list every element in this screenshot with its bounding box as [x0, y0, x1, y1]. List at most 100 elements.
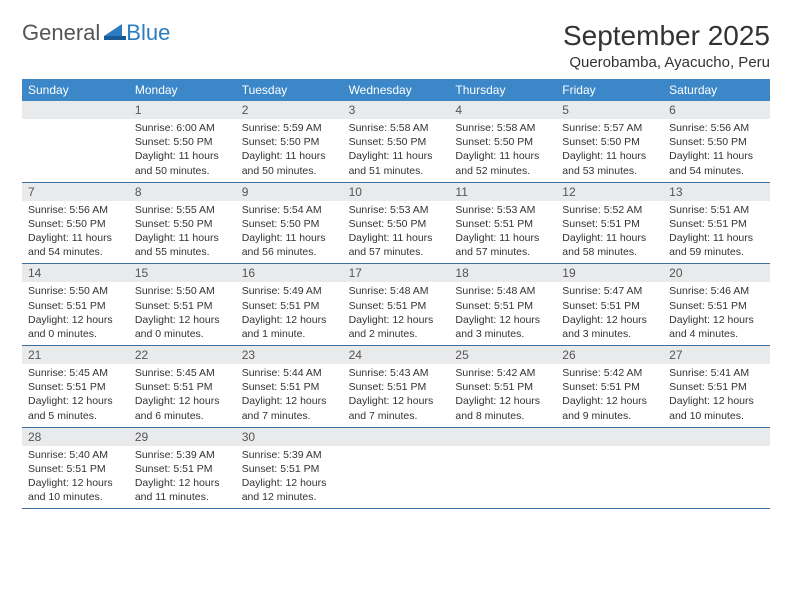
day-content: Sunrise: 5:46 AMSunset: 5:51 PMDaylight:…: [663, 282, 770, 345]
day-number: [663, 428, 770, 446]
day-number: 7: [22, 183, 129, 201]
sunrise-text: Sunrise: 5:46 AM: [669, 284, 764, 298]
weekday-header: Saturday: [663, 79, 770, 101]
sunset-text: Sunset: 5:51 PM: [562, 380, 657, 394]
day-number: 15: [129, 264, 236, 282]
daylight-text: Daylight: 11 hours and 57 minutes.: [349, 231, 444, 259]
sunset-text: Sunset: 5:50 PM: [135, 217, 230, 231]
day-number: [22, 101, 129, 119]
day-content: Sunrise: 5:50 AMSunset: 5:51 PMDaylight:…: [129, 282, 236, 345]
day-number: 27: [663, 346, 770, 364]
day-content: Sunrise: 5:42 AMSunset: 5:51 PMDaylight:…: [449, 364, 556, 427]
day-content: Sunrise: 5:52 AMSunset: 5:51 PMDaylight:…: [556, 201, 663, 264]
day-cell: 15Sunrise: 5:50 AMSunset: 5:51 PMDayligh…: [129, 264, 236, 345]
day-number: 2: [236, 101, 343, 119]
daylight-text: Daylight: 12 hours and 4 minutes.: [669, 313, 764, 341]
day-number: 22: [129, 346, 236, 364]
day-cell: [343, 428, 450, 509]
sunrise-text: Sunrise: 5:39 AM: [135, 448, 230, 462]
sunset-text: Sunset: 5:51 PM: [455, 299, 550, 313]
sunrise-text: Sunrise: 5:53 AM: [349, 203, 444, 217]
sunrise-text: Sunrise: 6:00 AM: [135, 121, 230, 135]
sunset-text: Sunset: 5:51 PM: [135, 462, 230, 476]
sunset-text: Sunset: 5:51 PM: [669, 217, 764, 231]
week-row: 28Sunrise: 5:40 AMSunset: 5:51 PMDayligh…: [22, 428, 770, 510]
day-content: Sunrise: 5:53 AMSunset: 5:51 PMDaylight:…: [449, 201, 556, 264]
day-number: 1: [129, 101, 236, 119]
day-cell: 8Sunrise: 5:55 AMSunset: 5:50 PMDaylight…: [129, 183, 236, 264]
sunset-text: Sunset: 5:51 PM: [349, 380, 444, 394]
sunrise-text: Sunrise: 5:42 AM: [455, 366, 550, 380]
day-cell: 20Sunrise: 5:46 AMSunset: 5:51 PMDayligh…: [663, 264, 770, 345]
sunset-text: Sunset: 5:50 PM: [135, 135, 230, 149]
day-cell: 21Sunrise: 5:45 AMSunset: 5:51 PMDayligh…: [22, 346, 129, 427]
day-content: Sunrise: 5:57 AMSunset: 5:50 PMDaylight:…: [556, 119, 663, 182]
sunset-text: Sunset: 5:51 PM: [349, 299, 444, 313]
day-number: 8: [129, 183, 236, 201]
sunrise-text: Sunrise: 5:48 AM: [349, 284, 444, 298]
day-content: Sunrise: 5:42 AMSunset: 5:51 PMDaylight:…: [556, 364, 663, 427]
day-number: 30: [236, 428, 343, 446]
week-row: 7Sunrise: 5:56 AMSunset: 5:50 PMDaylight…: [22, 183, 770, 265]
daylight-text: Daylight: 12 hours and 1 minute.: [242, 313, 337, 341]
sunrise-text: Sunrise: 5:39 AM: [242, 448, 337, 462]
sunrise-text: Sunrise: 5:47 AM: [562, 284, 657, 298]
day-number: 24: [343, 346, 450, 364]
day-content: Sunrise: 5:53 AMSunset: 5:50 PMDaylight:…: [343, 201, 450, 264]
daylight-text: Daylight: 12 hours and 10 minutes.: [669, 394, 764, 422]
day-number: [556, 428, 663, 446]
daylight-text: Daylight: 11 hours and 57 minutes.: [455, 231, 550, 259]
daylight-text: Daylight: 12 hours and 7 minutes.: [349, 394, 444, 422]
day-cell: 14Sunrise: 5:50 AMSunset: 5:51 PMDayligh…: [22, 264, 129, 345]
weekday-header: Friday: [556, 79, 663, 101]
day-cell: 25Sunrise: 5:42 AMSunset: 5:51 PMDayligh…: [449, 346, 556, 427]
weekday-header-row: Sunday Monday Tuesday Wednesday Thursday…: [22, 79, 770, 101]
sunrise-text: Sunrise: 5:50 AM: [135, 284, 230, 298]
day-number: 17: [343, 264, 450, 282]
calendar-grid: Sunday Monday Tuesday Wednesday Thursday…: [22, 79, 770, 509]
day-number: 23: [236, 346, 343, 364]
day-content: Sunrise: 5:47 AMSunset: 5:51 PMDaylight:…: [556, 282, 663, 345]
sunset-text: Sunset: 5:51 PM: [135, 380, 230, 394]
day-content: Sunrise: 5:45 AMSunset: 5:51 PMDaylight:…: [22, 364, 129, 427]
daylight-text: Daylight: 11 hours and 58 minutes.: [562, 231, 657, 259]
sunrise-text: Sunrise: 5:59 AM: [242, 121, 337, 135]
day-cell: 4Sunrise: 5:58 AMSunset: 5:50 PMDaylight…: [449, 101, 556, 182]
daylight-text: Daylight: 12 hours and 2 minutes.: [349, 313, 444, 341]
day-number: 28: [22, 428, 129, 446]
day-content: Sunrise: 5:43 AMSunset: 5:51 PMDaylight:…: [343, 364, 450, 427]
day-cell: 26Sunrise: 5:42 AMSunset: 5:51 PMDayligh…: [556, 346, 663, 427]
week-row: 1Sunrise: 6:00 AMSunset: 5:50 PMDaylight…: [22, 101, 770, 183]
day-content: Sunrise: 5:51 AMSunset: 5:51 PMDaylight:…: [663, 201, 770, 264]
day-cell: 1Sunrise: 6:00 AMSunset: 5:50 PMDaylight…: [129, 101, 236, 182]
day-number: 20: [663, 264, 770, 282]
day-cell: 18Sunrise: 5:48 AMSunset: 5:51 PMDayligh…: [449, 264, 556, 345]
day-cell: 11Sunrise: 5:53 AMSunset: 5:51 PMDayligh…: [449, 183, 556, 264]
day-number: 16: [236, 264, 343, 282]
sunset-text: Sunset: 5:51 PM: [28, 462, 123, 476]
weeks-container: 1Sunrise: 6:00 AMSunset: 5:50 PMDaylight…: [22, 101, 770, 509]
day-number: 13: [663, 183, 770, 201]
sunset-text: Sunset: 5:51 PM: [242, 299, 337, 313]
day-cell: 6Sunrise: 5:56 AMSunset: 5:50 PMDaylight…: [663, 101, 770, 182]
day-cell: 24Sunrise: 5:43 AMSunset: 5:51 PMDayligh…: [343, 346, 450, 427]
logo: General Blue: [22, 20, 170, 46]
sunset-text: Sunset: 5:51 PM: [28, 380, 123, 394]
sunrise-text: Sunrise: 5:54 AM: [242, 203, 337, 217]
month-title: September 2025: [563, 20, 770, 52]
weekday-header: Sunday: [22, 79, 129, 101]
daylight-text: Daylight: 11 hours and 55 minutes.: [135, 231, 230, 259]
week-row: 21Sunrise: 5:45 AMSunset: 5:51 PMDayligh…: [22, 346, 770, 428]
sunrise-text: Sunrise: 5:40 AM: [28, 448, 123, 462]
sunrise-text: Sunrise: 5:51 AM: [669, 203, 764, 217]
day-cell: 19Sunrise: 5:47 AMSunset: 5:51 PMDayligh…: [556, 264, 663, 345]
daylight-text: Daylight: 12 hours and 11 minutes.: [135, 476, 230, 504]
sunrise-text: Sunrise: 5:44 AM: [242, 366, 337, 380]
sunrise-text: Sunrise: 5:41 AM: [669, 366, 764, 380]
day-content: Sunrise: 5:40 AMSunset: 5:51 PMDaylight:…: [22, 446, 129, 509]
sunset-text: Sunset: 5:50 PM: [242, 135, 337, 149]
sunrise-text: Sunrise: 5:42 AM: [562, 366, 657, 380]
calendar-page: General Blue September 2025 Querobamba, …: [0, 0, 792, 529]
daylight-text: Daylight: 12 hours and 7 minutes.: [242, 394, 337, 422]
day-content: Sunrise: 5:56 AMSunset: 5:50 PMDaylight:…: [22, 201, 129, 264]
